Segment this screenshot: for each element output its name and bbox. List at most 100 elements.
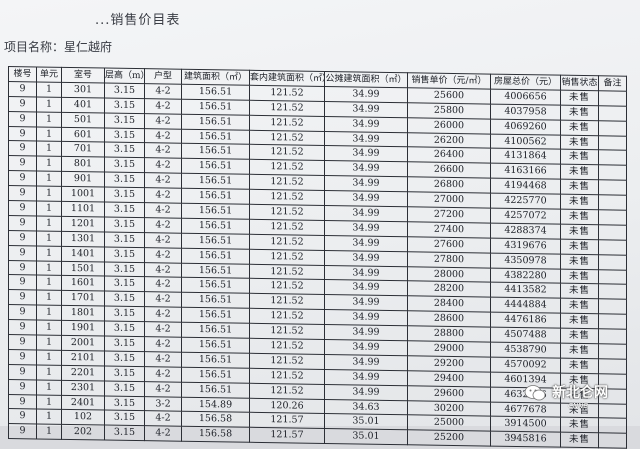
table-cell: 9	[8, 260, 37, 276]
table-cell: 901	[61, 171, 105, 188]
table-cell: 156.51	[181, 307, 250, 324]
table-cell: 121.52	[249, 308, 325, 325]
table-cell: 9	[8, 215, 37, 231]
table-cell: 34.99	[324, 116, 408, 133]
table-cell	[598, 194, 627, 211]
table-cell	[598, 90, 627, 106]
table-cell: 1301	[61, 231, 105, 247]
table-cell: 3.15	[104, 410, 145, 427]
table-cell: 34.99	[324, 175, 408, 192]
table-cell: 26400	[407, 147, 491, 164]
table-cell: 156.51	[181, 143, 250, 160]
table-cell: 701	[61, 141, 105, 158]
table-cell: 4476186	[490, 312, 561, 329]
watermark-sub: CNNB	[568, 402, 589, 410]
column-header: 建筑面积（㎡）	[181, 69, 250, 86]
table-cell: 3914500	[490, 416, 561, 433]
table-cell: 4-2	[144, 292, 182, 308]
table-cell: 35.01	[324, 413, 408, 431]
table-cell: 1	[36, 320, 62, 336]
table-cell: 26200	[407, 132, 491, 149]
table-cell: 9	[8, 379, 37, 395]
table-cell: 3.15	[104, 350, 145, 367]
table-cell: 156.51	[181, 203, 250, 220]
column-header: 室号	[61, 67, 105, 83]
table-cell: 156.51	[181, 84, 250, 101]
table-cell: 9	[8, 334, 37, 350]
table-cell: 未售	[560, 268, 599, 285]
table-cell: 3945816	[490, 431, 561, 448]
table-cell: 121.52	[249, 159, 325, 176]
table-cell: 2201	[61, 365, 105, 381]
table-cell: 3.15	[104, 246, 145, 263]
table-cell: 1	[36, 126, 62, 142]
table-cell: 34.99	[324, 294, 408, 312]
table-cell: 25000	[407, 415, 491, 432]
table-cell: 未售	[560, 194, 599, 210]
table-cell: 1	[36, 260, 62, 276]
table-cell: 3.15	[104, 157, 145, 173]
table-cell: 34.99	[324, 101, 408, 118]
table-cell: 202	[61, 424, 105, 441]
table-cell: 4-2	[144, 336, 182, 353]
table-cell: 26600	[407, 162, 491, 179]
table-cell: 3.15	[104, 187, 145, 203]
table-cell: 4-2	[144, 232, 182, 248]
table-cell: 121.52	[249, 263, 325, 280]
table-cell: 4163166	[490, 163, 561, 180]
table-cell: 1701	[61, 290, 105, 307]
table-cell: 26800	[407, 177, 491, 194]
table-cell: 156.51	[181, 158, 250, 175]
table-cell: 1	[36, 230, 62, 247]
table-cell: 4444884	[490, 297, 561, 314]
table-cell	[598, 120, 627, 136]
table-cell: 102	[61, 409, 105, 426]
column-header: 户型	[144, 68, 182, 85]
table-cell: 9	[8, 304, 37, 321]
table-cell: 3.15	[104, 425, 145, 441]
table-cell: 4037958	[490, 103, 561, 120]
table-cell: 156.51	[181, 262, 250, 279]
table-cell: 未售	[560, 313, 599, 329]
table-cell: 4-2	[144, 83, 182, 100]
table-cell: 1	[36, 379, 62, 395]
table-cell: 1	[36, 394, 62, 410]
table-cell: 4-2	[144, 247, 182, 263]
table-cell: 3.15	[104, 276, 145, 293]
table-cell: 29600	[407, 385, 491, 402]
table-cell: 4288374	[490, 222, 561, 239]
table-cell: 156.51	[181, 113, 250, 130]
table-cell: 27000	[407, 191, 491, 209]
table-cell: 35.01	[324, 428, 408, 446]
table-cell: 3.15	[104, 202, 145, 218]
table-cell: 1	[36, 290, 62, 306]
table-cell: 28400	[407, 296, 491, 313]
table-cell: 9	[8, 81, 37, 97]
table-cell: 3.15	[104, 291, 145, 307]
table-cell: 9	[8, 274, 37, 291]
table-cell: 1	[36, 215, 62, 232]
table-cell: 未售	[560, 343, 599, 359]
table-cell: 4382280	[490, 267, 561, 284]
table-cell	[598, 358, 627, 375]
table-cell: 9	[8, 170, 37, 187]
table-cell: 未售	[560, 298, 599, 315]
table-cell: 121.52	[249, 174, 325, 191]
table-cell: 3.15	[104, 172, 145, 188]
table-cell: 4194468	[490, 178, 561, 195]
table-cell: 3.15	[104, 380, 145, 397]
table-cell: 301	[61, 82, 105, 98]
table-cell: 1901	[61, 320, 105, 337]
table-cell: 156.51	[181, 352, 250, 369]
table-cell: 501	[61, 112, 105, 128]
table-cell: 34.99	[324, 354, 408, 371]
table-cell: 121.52	[249, 368, 325, 385]
table-cell: 1	[36, 409, 62, 425]
table-cell: 34.99	[324, 160, 408, 178]
table-cell	[598, 224, 627, 241]
table-cell: 9	[8, 394, 37, 410]
table-cell: 1201	[61, 216, 105, 232]
table-cell	[598, 239, 627, 255]
table-cell: 未售	[560, 238, 599, 255]
table-cell: 1801	[61, 305, 105, 322]
